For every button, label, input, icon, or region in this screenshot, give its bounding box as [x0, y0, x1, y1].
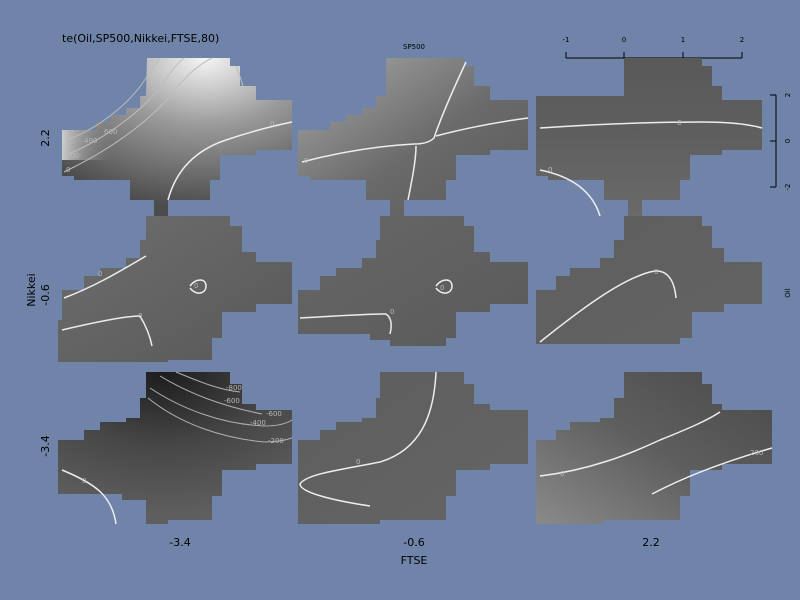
chart-title: te(Oil,SP500,Nikkei,FTSE,80) [62, 32, 219, 45]
contour-label: 0 [304, 157, 308, 165]
contour-label: 0 [98, 270, 102, 278]
contour-label: 0 [138, 312, 142, 320]
y-level-label: -3.4 [39, 435, 52, 456]
panel-ftse-2.2-nikkei-m0.6: 0 [536, 216, 762, 344]
y-axis-label: Nikkei [25, 273, 38, 306]
y-level-label: -0.6 [39, 284, 52, 305]
contour-label: 0 [548, 166, 552, 174]
inner-y-axis-label: Oil [784, 288, 792, 297]
inner-y-axis: 2 0 -2 Oil [770, 93, 792, 298]
inner-x-axis: SP500 -1 0 1 2 [403, 36, 744, 59]
contour-label: 0 [654, 268, 658, 276]
contour-label: 200 [750, 449, 763, 457]
x-axis-label: FTSE [401, 554, 428, 567]
inner-y-tick: 2 [784, 93, 792, 97]
contour-label: -800 [226, 384, 242, 392]
panel-ftse-m3.4-nikkei-m3.4: -800 -600 -400 -200 -600 0 [58, 371, 293, 525]
panel-ftse-m0.6-nikkei-m0.6: 0 0 [298, 216, 528, 346]
panel-ftse-m3.4-nikkei-2.2: 0 200 400 600 0 [62, 57, 293, 216]
contour-label: 0 [560, 470, 564, 478]
contour-label: 400 [84, 137, 97, 145]
inner-x-tick: 0 [622, 36, 626, 44]
contour-label: -400 [250, 419, 266, 427]
x-level-label: 2.2 [642, 536, 660, 549]
panel-ftse-2.2-nikkei-m3.4: 0 200 [536, 372, 773, 524]
inner-x-tick: 1 [681, 36, 685, 44]
panel-ftse-m3.4-nikkei-m0.6: 0 0 0 [58, 216, 292, 362]
contour-label: 0 [194, 282, 198, 290]
inner-y-tick: -2 [784, 184, 792, 191]
contour-label: 0 [66, 166, 70, 174]
panel-ftse-m0.6-nikkei-2.2: 0 [298, 58, 529, 216]
contour-label: 0 [390, 308, 394, 316]
contour-label: 200 [66, 152, 79, 160]
contour-label: -200 [268, 437, 284, 445]
x-level-label: -0.6 [403, 536, 424, 549]
contour-label: 0 [270, 120, 274, 128]
contour-label: -600 [266, 410, 282, 418]
x-level-label: -3.4 [169, 536, 190, 549]
contour-label: 0 [356, 458, 360, 466]
inner-y-tick: 0 [784, 139, 792, 143]
y-level-label: 2.2 [39, 129, 52, 147]
panel-ftse-m0.6-nikkei-m3.4: 0 [298, 371, 528, 524]
contour-label: 0 [677, 119, 681, 127]
panel-ftse-2.2-nikkei-2.2: 0 0 [536, 58, 763, 217]
contour-label: -600 [224, 397, 240, 405]
inner-x-tick: 2 [740, 36, 744, 44]
inner-x-tick: -1 [563, 36, 570, 44]
contour-label: 0 [82, 477, 86, 485]
contour-label: 0 [440, 284, 444, 292]
contour-label: 600 [104, 128, 117, 136]
inner-x-axis-label: SP500 [403, 43, 425, 51]
